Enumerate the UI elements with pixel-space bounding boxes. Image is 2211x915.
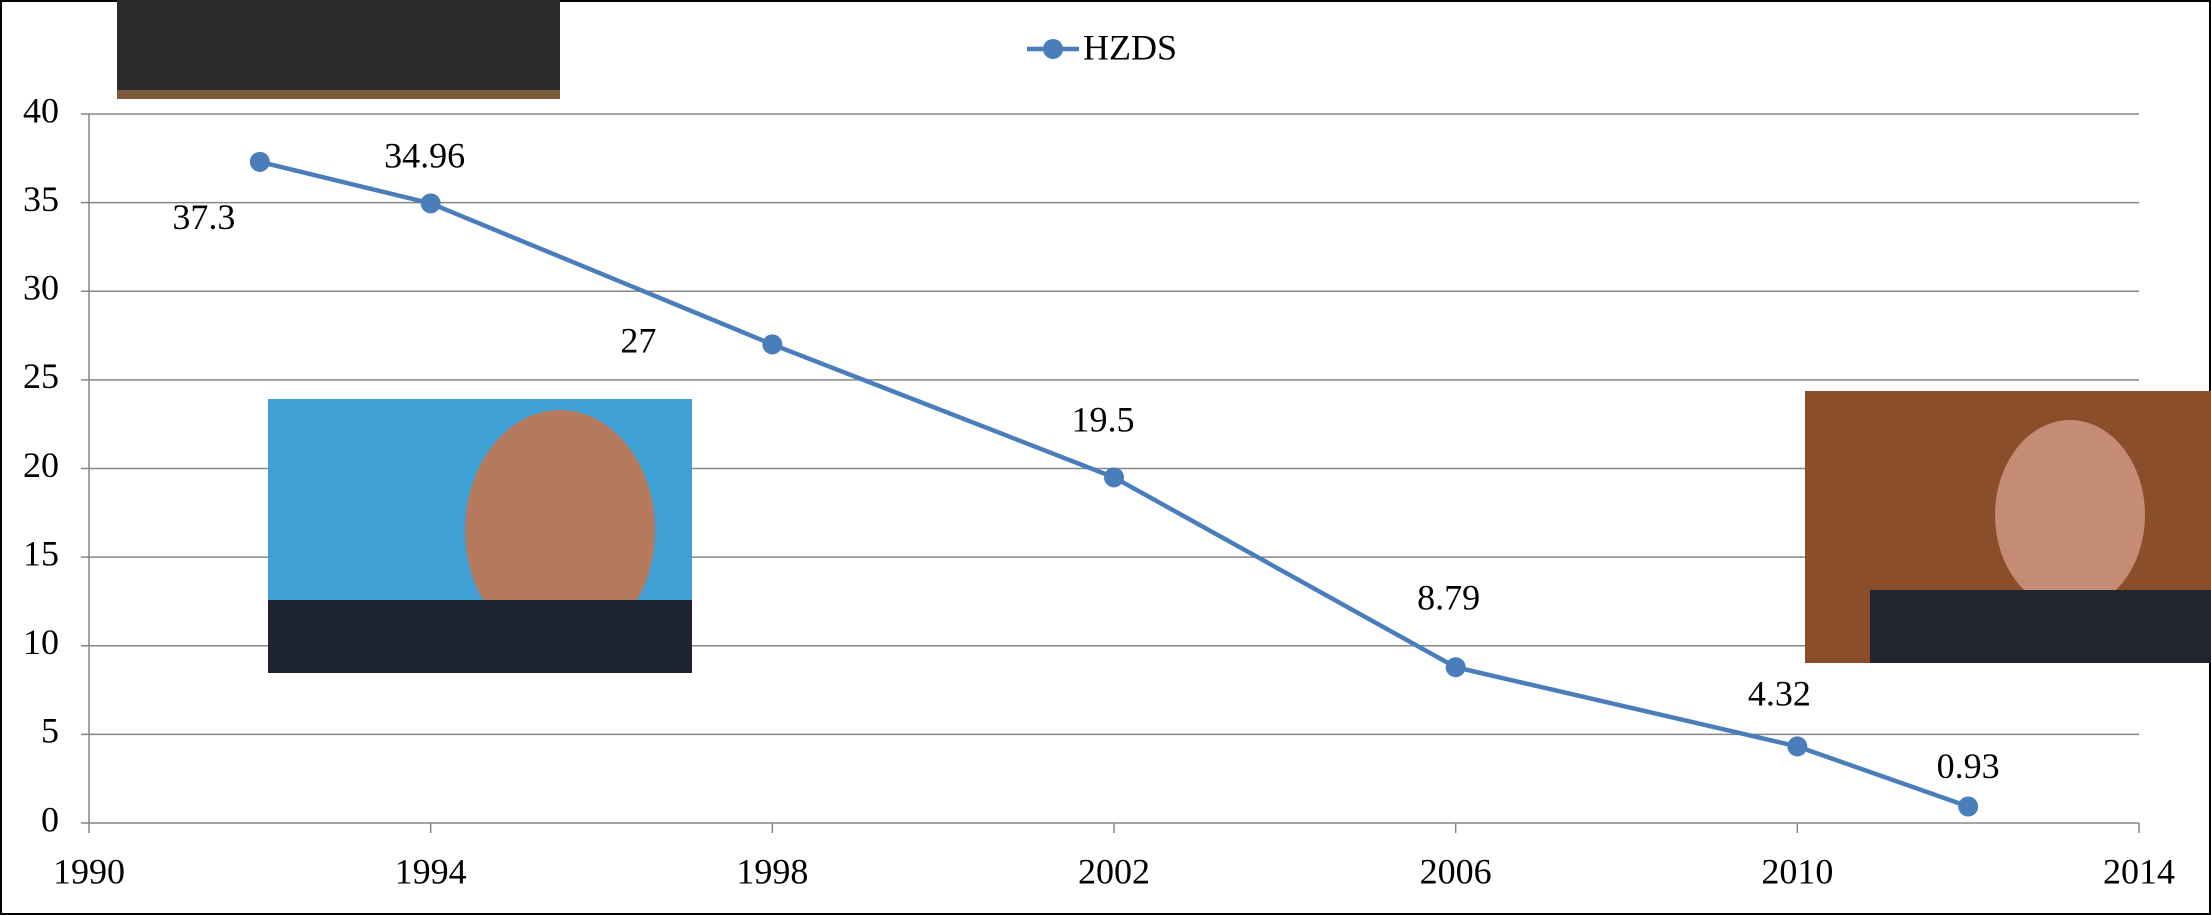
legend-marker	[1043, 39, 1063, 59]
x-tick-label: 2006	[1420, 851, 1492, 891]
data-label: 34.96	[384, 136, 465, 176]
x-tick-label: 1994	[395, 851, 467, 891]
y-tick-label: 30	[23, 268, 59, 308]
point	[1446, 657, 1466, 677]
point	[762, 334, 782, 354]
legend-label: HZDS	[1083, 27, 1177, 67]
x-tick-label: 1990	[53, 851, 125, 891]
y-tick-label: 20	[23, 445, 59, 485]
x-tick-label: 1998	[736, 851, 808, 891]
y-tick-label: 0	[41, 799, 59, 839]
y-tick-label: 25	[23, 356, 59, 396]
point	[1104, 467, 1124, 487]
x-tick-label: 2010	[1761, 851, 1833, 891]
data-label: 19.5	[1072, 400, 1135, 440]
y-tick-label: 5	[41, 711, 59, 751]
y-tick-label: 10	[23, 622, 59, 662]
data-label: 37.3	[172, 197, 235, 237]
point	[1787, 736, 1807, 756]
point	[250, 152, 270, 172]
chart: 0 5 10 15 20 25 30 35 40 1990 1994 1998 2002 2006 2010…	[0, 0, 2211, 915]
y-tick-label: 35	[23, 179, 59, 219]
point	[1958, 797, 1978, 817]
point	[421, 193, 441, 213]
photo-detail	[268, 600, 692, 673]
x-tick-label: 2014	[2103, 851, 2175, 891]
photo	[117, 0, 560, 99]
photo-detail	[1995, 420, 2145, 610]
photo-detail	[1870, 590, 2211, 663]
data-label: 8.79	[1417, 577, 1480, 617]
page: 0 5 10 15 20 25 30 35 40 1990 1994 1998 2002 2006 2010…	[0, 0, 2211, 915]
y-tick-label: 15	[23, 533, 59, 573]
y-tick-label: 40	[23, 90, 59, 130]
data-label: 0.93	[1937, 746, 2000, 786]
photo-detail	[117, 90, 560, 99]
data-label: 27	[620, 321, 656, 361]
x-tick-label: 2002	[1078, 851, 1150, 891]
data-label: 4.32	[1748, 674, 1811, 714]
